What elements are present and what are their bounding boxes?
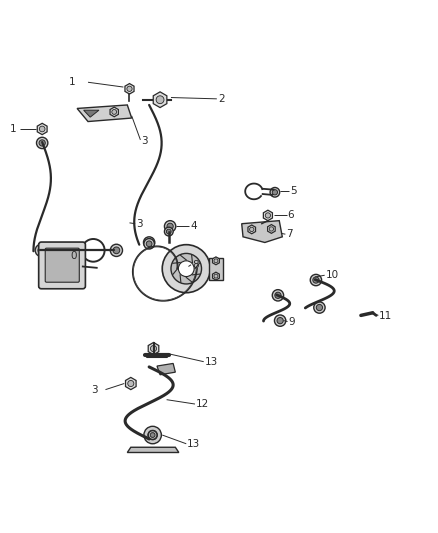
Circle shape <box>314 302 325 313</box>
Polygon shape <box>110 107 118 117</box>
Circle shape <box>277 318 283 324</box>
Circle shape <box>144 237 155 248</box>
Circle shape <box>150 433 155 438</box>
Circle shape <box>148 431 157 439</box>
Circle shape <box>35 244 47 256</box>
Text: 12: 12 <box>196 399 209 409</box>
Text: 1: 1 <box>68 77 75 87</box>
Circle shape <box>156 96 164 103</box>
Circle shape <box>171 253 201 284</box>
Circle shape <box>110 244 123 256</box>
Text: 3: 3 <box>141 136 148 146</box>
Circle shape <box>313 277 319 283</box>
Circle shape <box>144 239 154 249</box>
Polygon shape <box>157 364 175 375</box>
Text: 0: 0 <box>71 251 77 261</box>
Circle shape <box>269 227 274 231</box>
Polygon shape <box>148 343 159 354</box>
Circle shape <box>144 426 161 444</box>
Circle shape <box>272 190 278 195</box>
Circle shape <box>38 247 45 254</box>
Circle shape <box>146 239 152 246</box>
Text: 3: 3 <box>91 385 98 394</box>
Circle shape <box>214 274 218 278</box>
Circle shape <box>127 86 132 92</box>
Circle shape <box>214 259 218 263</box>
Text: 6: 6 <box>288 211 294 221</box>
Circle shape <box>164 227 173 236</box>
Circle shape <box>250 227 254 231</box>
Polygon shape <box>77 105 132 122</box>
FancyBboxPatch shape <box>45 248 79 282</box>
Circle shape <box>162 245 210 293</box>
Circle shape <box>167 223 173 229</box>
Text: 13: 13 <box>205 357 218 367</box>
Circle shape <box>150 345 156 352</box>
Circle shape <box>310 274 321 286</box>
Text: 8: 8 <box>192 260 198 270</box>
Circle shape <box>164 221 176 232</box>
Circle shape <box>128 381 134 386</box>
Circle shape <box>39 140 45 146</box>
Circle shape <box>316 304 322 311</box>
Polygon shape <box>84 110 99 117</box>
Circle shape <box>112 110 117 115</box>
Polygon shape <box>208 258 223 280</box>
Circle shape <box>272 289 284 301</box>
Circle shape <box>146 241 152 247</box>
Polygon shape <box>127 447 179 453</box>
Text: 13: 13 <box>187 439 200 449</box>
Text: 3: 3 <box>136 219 143 229</box>
Text: 10: 10 <box>325 270 339 280</box>
Circle shape <box>166 229 171 234</box>
Circle shape <box>36 138 48 149</box>
Text: 4: 4 <box>190 221 197 231</box>
Circle shape <box>113 247 120 254</box>
Circle shape <box>178 261 194 277</box>
Text: 9: 9 <box>288 317 295 327</box>
Circle shape <box>270 188 280 197</box>
Polygon shape <box>268 224 275 233</box>
Circle shape <box>275 315 286 326</box>
Polygon shape <box>212 272 219 280</box>
Polygon shape <box>37 123 47 135</box>
Polygon shape <box>212 257 219 265</box>
Text: 5: 5 <box>290 187 297 196</box>
Text: 2: 2 <box>218 94 225 104</box>
Text: 1: 1 <box>11 124 17 134</box>
Polygon shape <box>248 225 255 234</box>
Text: 7: 7 <box>286 229 293 239</box>
Circle shape <box>265 213 271 218</box>
Circle shape <box>148 430 157 440</box>
Polygon shape <box>263 210 272 221</box>
Circle shape <box>39 126 45 132</box>
Polygon shape <box>126 377 136 390</box>
Circle shape <box>275 292 281 298</box>
Polygon shape <box>242 221 283 243</box>
FancyBboxPatch shape <box>39 242 85 289</box>
Polygon shape <box>153 92 167 108</box>
Polygon shape <box>125 84 134 94</box>
Text: 11: 11 <box>379 311 392 321</box>
